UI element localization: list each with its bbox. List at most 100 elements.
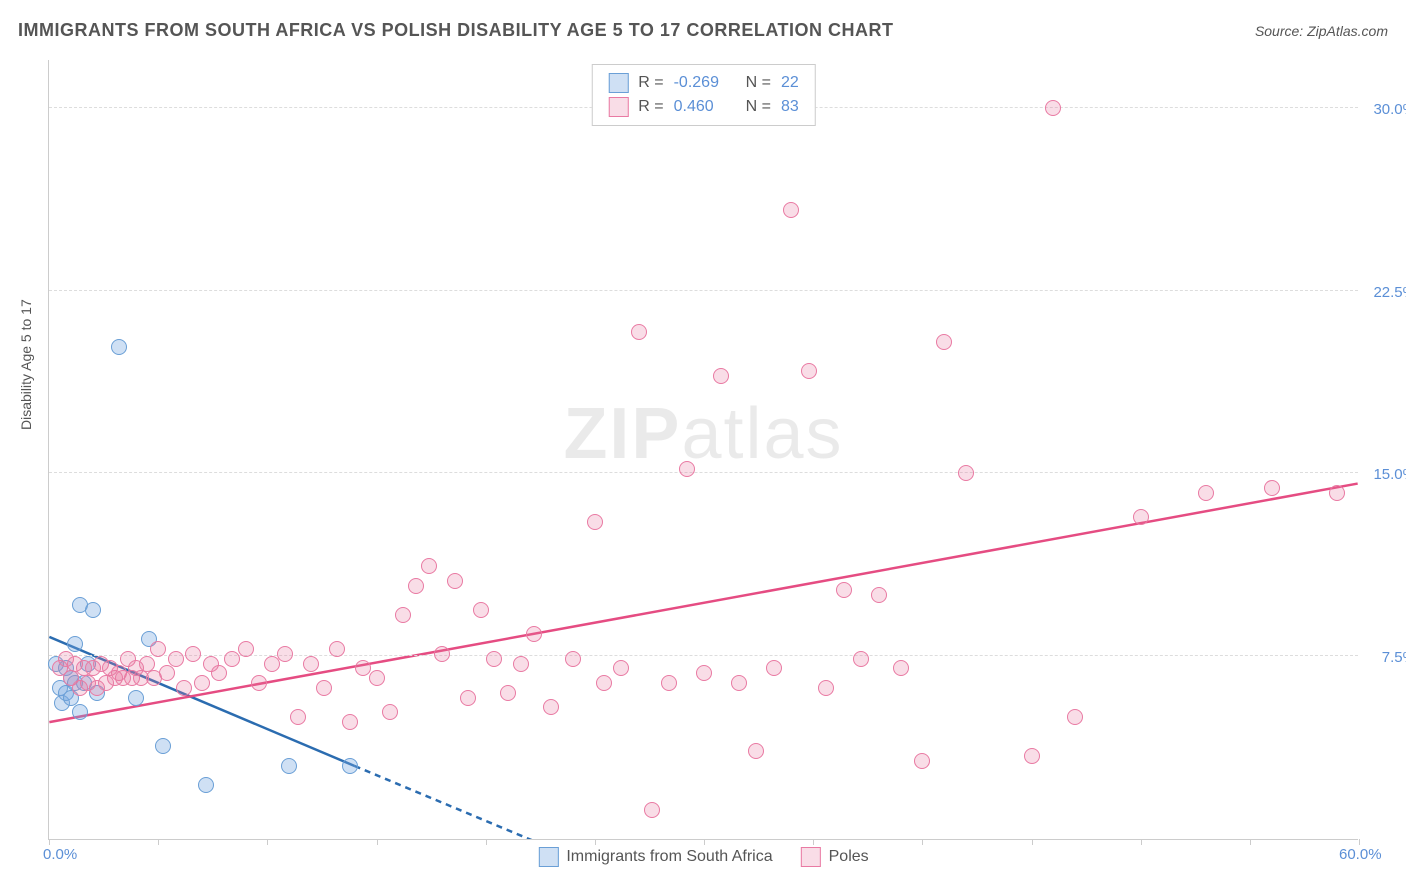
point-poles: [596, 675, 612, 691]
legend-swatch: [538, 847, 558, 867]
point-poles: [679, 461, 695, 477]
watermark-zip: ZIP: [563, 394, 681, 474]
series-legend: Immigrants from South Africa Poles: [538, 847, 868, 867]
x-tick-label: 60.0%: [1339, 846, 1382, 863]
point-poles: [382, 704, 398, 720]
point-poles: [801, 363, 817, 379]
point-poles: [194, 675, 210, 691]
point-poles: [565, 651, 581, 667]
point-south-africa: [342, 758, 358, 774]
legend-r-label: R =: [638, 95, 663, 119]
point-poles: [447, 573, 463, 589]
point-south-africa: [281, 758, 297, 774]
legend-series-label: Poles: [829, 848, 869, 866]
point-poles: [238, 641, 254, 657]
gridline: [49, 290, 1358, 291]
point-poles: [211, 665, 227, 681]
point-poles: [871, 587, 887, 603]
point-poles: [631, 324, 647, 340]
point-poles: [513, 656, 529, 672]
point-poles: [526, 626, 542, 642]
point-poles: [1133, 509, 1149, 525]
point-poles: [731, 675, 747, 691]
watermark: ZIPatlas: [563, 393, 843, 475]
x-tick: [49, 839, 50, 845]
x-tick: [922, 839, 923, 845]
legend-n-value: 83: [781, 95, 799, 119]
x-tick: [595, 839, 596, 845]
point-poles: [1067, 709, 1083, 725]
point-south-africa: [111, 339, 127, 355]
x-tick: [486, 839, 487, 845]
x-tick: [1250, 839, 1251, 845]
point-poles: [818, 680, 834, 696]
x-tick: [813, 839, 814, 845]
point-poles: [1024, 748, 1040, 764]
source-label: Source: ZipAtlas.com: [1255, 23, 1388, 39]
point-poles: [395, 607, 411, 623]
point-poles: [159, 665, 175, 681]
point-poles: [914, 753, 930, 769]
point-poles: [251, 675, 267, 691]
legend-series-item: Poles: [801, 847, 869, 867]
point-poles: [500, 685, 516, 701]
watermark-atlas: atlas: [681, 394, 843, 474]
legend-swatch: [801, 847, 821, 867]
point-poles: [185, 646, 201, 662]
legend-n-value: 22: [781, 71, 799, 95]
x-tick: [1359, 839, 1360, 845]
point-poles: [661, 675, 677, 691]
y-tick-label: 30.0%: [1373, 101, 1406, 118]
point-poles: [783, 202, 799, 218]
scatter-chart: ZIPatlas R =-0.269N =22R =0.460N =83 Imm…: [48, 60, 1358, 840]
point-poles: [150, 641, 166, 657]
chart-title: IMMIGRANTS FROM SOUTH AFRICA VS POLISH D…: [18, 20, 894, 41]
point-poles: [290, 709, 306, 725]
point-poles: [936, 334, 952, 350]
y-tick-label: 15.0%: [1373, 466, 1406, 483]
point-poles: [176, 680, 192, 696]
legend-n-label: N =: [746, 95, 771, 119]
point-poles: [613, 660, 629, 676]
point-poles: [1329, 485, 1345, 501]
legend-r-value: -0.269: [674, 71, 736, 95]
x-tick: [377, 839, 378, 845]
point-poles: [460, 690, 476, 706]
y-axis-label: Disability Age 5 to 17: [18, 299, 34, 430]
x-tick: [267, 839, 268, 845]
trend-lines: [49, 60, 1358, 839]
point-poles: [696, 665, 712, 681]
legend-series-item: Immigrants from South Africa: [538, 847, 772, 867]
point-poles: [486, 651, 502, 667]
point-south-africa: [67, 636, 83, 652]
point-poles: [303, 656, 319, 672]
point-poles: [644, 802, 660, 818]
point-poles: [748, 743, 764, 759]
legend-r-label: R =: [638, 71, 663, 95]
legend-row: R =0.460N =83: [608, 95, 798, 119]
point-poles: [1264, 480, 1280, 496]
point-poles: [329, 641, 345, 657]
x-tick: [704, 839, 705, 845]
point-poles: [369, 670, 385, 686]
correlation-legend: R =-0.269N =22R =0.460N =83: [591, 64, 815, 126]
legend-row: R = -0.269 N = 22: [608, 71, 798, 95]
point-poles: [168, 651, 184, 667]
point-south-africa: [72, 704, 88, 720]
point-poles: [958, 465, 974, 481]
legend-series-label: Immigrants from South Africa: [566, 848, 772, 866]
point-south-africa: [128, 690, 144, 706]
legend-n-label: N =: [746, 71, 771, 95]
point-south-africa: [155, 738, 171, 754]
point-poles: [316, 680, 332, 696]
point-poles: [421, 558, 437, 574]
x-tick: [1032, 839, 1033, 845]
point-poles: [408, 578, 424, 594]
y-tick-label: 22.5%: [1373, 284, 1406, 301]
x-tick: [1141, 839, 1142, 845]
legend-swatch: [608, 97, 628, 117]
x-tick: [158, 839, 159, 845]
point-south-africa: [85, 602, 101, 618]
point-poles: [836, 582, 852, 598]
legend-swatch: [608, 73, 628, 93]
